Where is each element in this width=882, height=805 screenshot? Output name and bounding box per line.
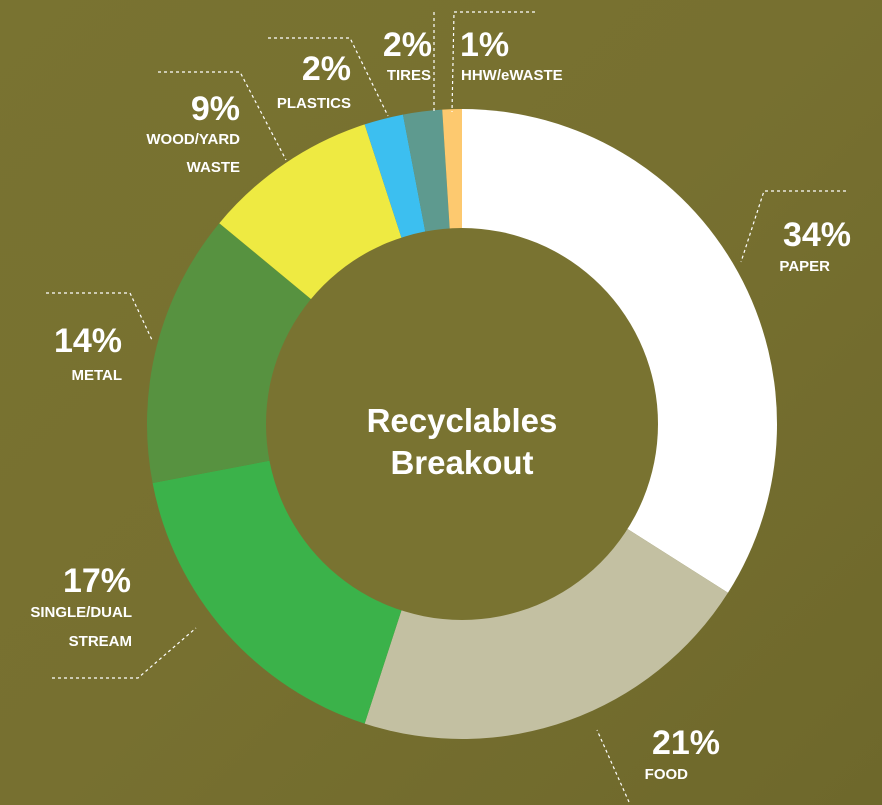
chart-title-line-2: Breakout (390, 444, 533, 481)
donut-hole (266, 228, 658, 620)
slice-label-wood-yard-waste-line-2: WASTE (187, 159, 240, 176)
slice-label-paper: PAPER (779, 258, 830, 275)
slice-label-wood-yard-waste-line-1: WOOD/YARD (146, 131, 240, 148)
leader-line-food (596, 729, 630, 803)
leader-line-plastics (268, 37, 389, 117)
slice-label-tires: TIRES (387, 67, 431, 84)
leader-line-hhw-ewaste (451, 11, 535, 113)
slice-percent-paper: 34% (783, 216, 851, 254)
slice-label-metal: METAL (71, 367, 122, 384)
slice-percent-hhw-ewaste: 1% (460, 26, 509, 64)
leader-lines (46, 11, 846, 803)
slice-percent-metal: 14% (54, 322, 122, 360)
slice-percent-wood-yard-waste: 9% (191, 90, 240, 128)
leader-line-metal (46, 292, 153, 341)
slice-label-single-dual-stream-line-1: SINGLE/DUAL (30, 604, 132, 621)
slice-label-food: FOOD (645, 766, 688, 783)
slice-label-single-dual-stream-line-2: STREAM (69, 633, 132, 650)
chart-title-line-1: Recyclables (367, 402, 558, 439)
slice-percent-food: 21% (652, 724, 720, 762)
slice-percent-single-dual-stream: 17% (63, 562, 131, 600)
slice-percent-plastics: 2% (302, 50, 351, 88)
slice-label-hhw-ewaste: HHW/eWASTE (461, 67, 563, 84)
slice-label-plastics: PLASTICS (277, 95, 351, 112)
leader-line-single-dual-stream (52, 627, 197, 679)
slice-percent-tires: 2% (383, 26, 432, 64)
slice-labels: 34% PAPER 21% FOOD 17% SINGLE/DUAL STREAM 14% ME… (30, 26, 851, 783)
